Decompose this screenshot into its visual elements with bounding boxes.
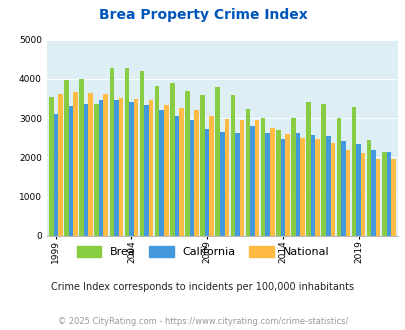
Bar xyxy=(194,110,198,236)
Bar xyxy=(179,108,183,236)
Bar xyxy=(330,143,334,236)
Bar xyxy=(366,140,371,236)
Bar xyxy=(275,130,280,236)
Bar xyxy=(249,126,254,236)
Bar xyxy=(149,100,153,236)
Bar xyxy=(310,135,315,236)
Bar xyxy=(305,102,310,236)
Bar xyxy=(300,138,304,236)
Bar xyxy=(159,110,164,236)
Bar xyxy=(234,133,239,236)
Bar xyxy=(94,104,99,236)
Bar xyxy=(381,152,386,236)
Bar xyxy=(260,118,265,236)
Bar xyxy=(280,139,284,236)
Bar xyxy=(64,80,68,236)
Bar xyxy=(371,150,375,236)
Bar xyxy=(109,68,114,236)
Bar xyxy=(103,94,108,236)
Bar xyxy=(351,107,355,236)
Bar xyxy=(215,87,220,236)
Bar xyxy=(88,93,93,236)
Bar xyxy=(345,149,350,236)
Bar xyxy=(390,159,394,236)
Bar xyxy=(139,71,144,236)
Bar xyxy=(73,92,77,236)
Bar xyxy=(254,120,259,236)
Legend: Brea, California, National: Brea, California, National xyxy=(72,242,333,262)
Bar xyxy=(164,105,168,236)
Bar xyxy=(315,139,319,236)
Bar xyxy=(79,79,83,236)
Bar xyxy=(83,104,88,236)
Bar xyxy=(230,95,234,236)
Bar xyxy=(209,116,213,236)
Bar xyxy=(200,95,205,236)
Bar xyxy=(290,118,295,236)
Bar xyxy=(174,116,179,236)
Bar xyxy=(340,141,345,236)
Bar xyxy=(295,133,300,236)
Bar xyxy=(375,159,379,236)
Bar xyxy=(220,132,224,236)
Text: Brea Property Crime Index: Brea Property Crime Index xyxy=(98,8,307,22)
Bar xyxy=(239,120,244,236)
Bar xyxy=(144,105,149,236)
Bar xyxy=(284,134,289,236)
Bar xyxy=(114,100,118,236)
Bar xyxy=(336,118,340,236)
Bar xyxy=(325,136,330,236)
Bar xyxy=(124,68,129,236)
Bar xyxy=(245,109,249,236)
Bar xyxy=(185,91,189,236)
Bar xyxy=(265,133,269,236)
Bar xyxy=(360,153,364,236)
Bar xyxy=(133,99,138,236)
Bar xyxy=(49,97,53,236)
Bar xyxy=(129,102,133,236)
Bar xyxy=(269,128,274,236)
Bar xyxy=(170,83,174,236)
Bar xyxy=(224,118,228,236)
Bar xyxy=(99,100,103,236)
Text: © 2025 CityRating.com - https://www.cityrating.com/crime-statistics/: © 2025 CityRating.com - https://www.city… xyxy=(58,317,347,326)
Bar xyxy=(321,104,325,236)
Bar xyxy=(68,106,73,236)
Bar xyxy=(205,129,209,236)
Bar xyxy=(118,98,123,236)
Bar xyxy=(189,120,194,236)
Bar xyxy=(355,144,360,236)
Bar xyxy=(53,114,58,236)
Bar xyxy=(155,86,159,236)
Bar xyxy=(386,152,390,236)
Text: Crime Index corresponds to incidents per 100,000 inhabitants: Crime Index corresponds to incidents per… xyxy=(51,282,354,292)
Bar xyxy=(58,94,62,236)
